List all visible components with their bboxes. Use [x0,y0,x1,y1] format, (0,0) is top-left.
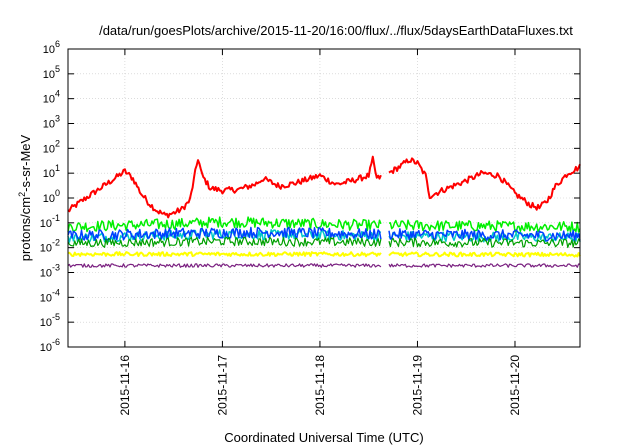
grid-lines [68,49,580,347]
x-axis: 2015-11-16 2015-11-17 2015-11-18 2015-11-19… [118,49,522,416]
y-tick-label: 105 [43,64,60,81]
x-axis-title: Coordinated Universal Time (UTC) [224,430,423,445]
y-tick-label: 100 [43,188,60,205]
series-line-6 [67,263,581,268]
x-tick-label: 2015-11-16 [118,355,132,416]
y-axis-title: protons/cm2-s-sr-MeV [17,134,33,261]
y-tick-label: 10-2 [40,238,60,255]
y-tick-label: 10-5 [40,312,60,329]
x-tick-label: 2015-11-19 [410,355,424,416]
plot-frame [67,48,581,348]
series-layer [67,155,581,268]
chart-title: /data/run/goesPlots/archive/2015-11-20/1… [99,23,573,38]
y-tick-label: 10-6 [40,337,60,354]
y-tick-label: 101 [43,163,60,180]
series-line-4 [67,236,581,249]
y-axis: 10-6 10-5 10-4 10-3 10-2 10-1 100 101 102 103 104 1… [40,39,580,354]
y-tick-label: 104 [43,89,60,106]
y-tick-label: 10-4 [40,287,60,304]
y-tick-label: 10-3 [40,263,60,280]
y-tick-label: 103 [43,114,60,131]
series-line-5 [67,251,581,258]
series-line-0 [67,155,581,219]
y-tick-label: 10-1 [40,213,60,230]
x-tick-label: 2015-11-18 [313,355,327,416]
series-line-1 [67,216,581,233]
x-tick-label: 2015-11-20 [508,355,522,416]
x-tick-label: 2015-11-17 [215,355,229,416]
y-tick-label: 102 [43,138,60,155]
series-line-3 [67,226,581,242]
y-tick-label: 106 [43,39,60,56]
